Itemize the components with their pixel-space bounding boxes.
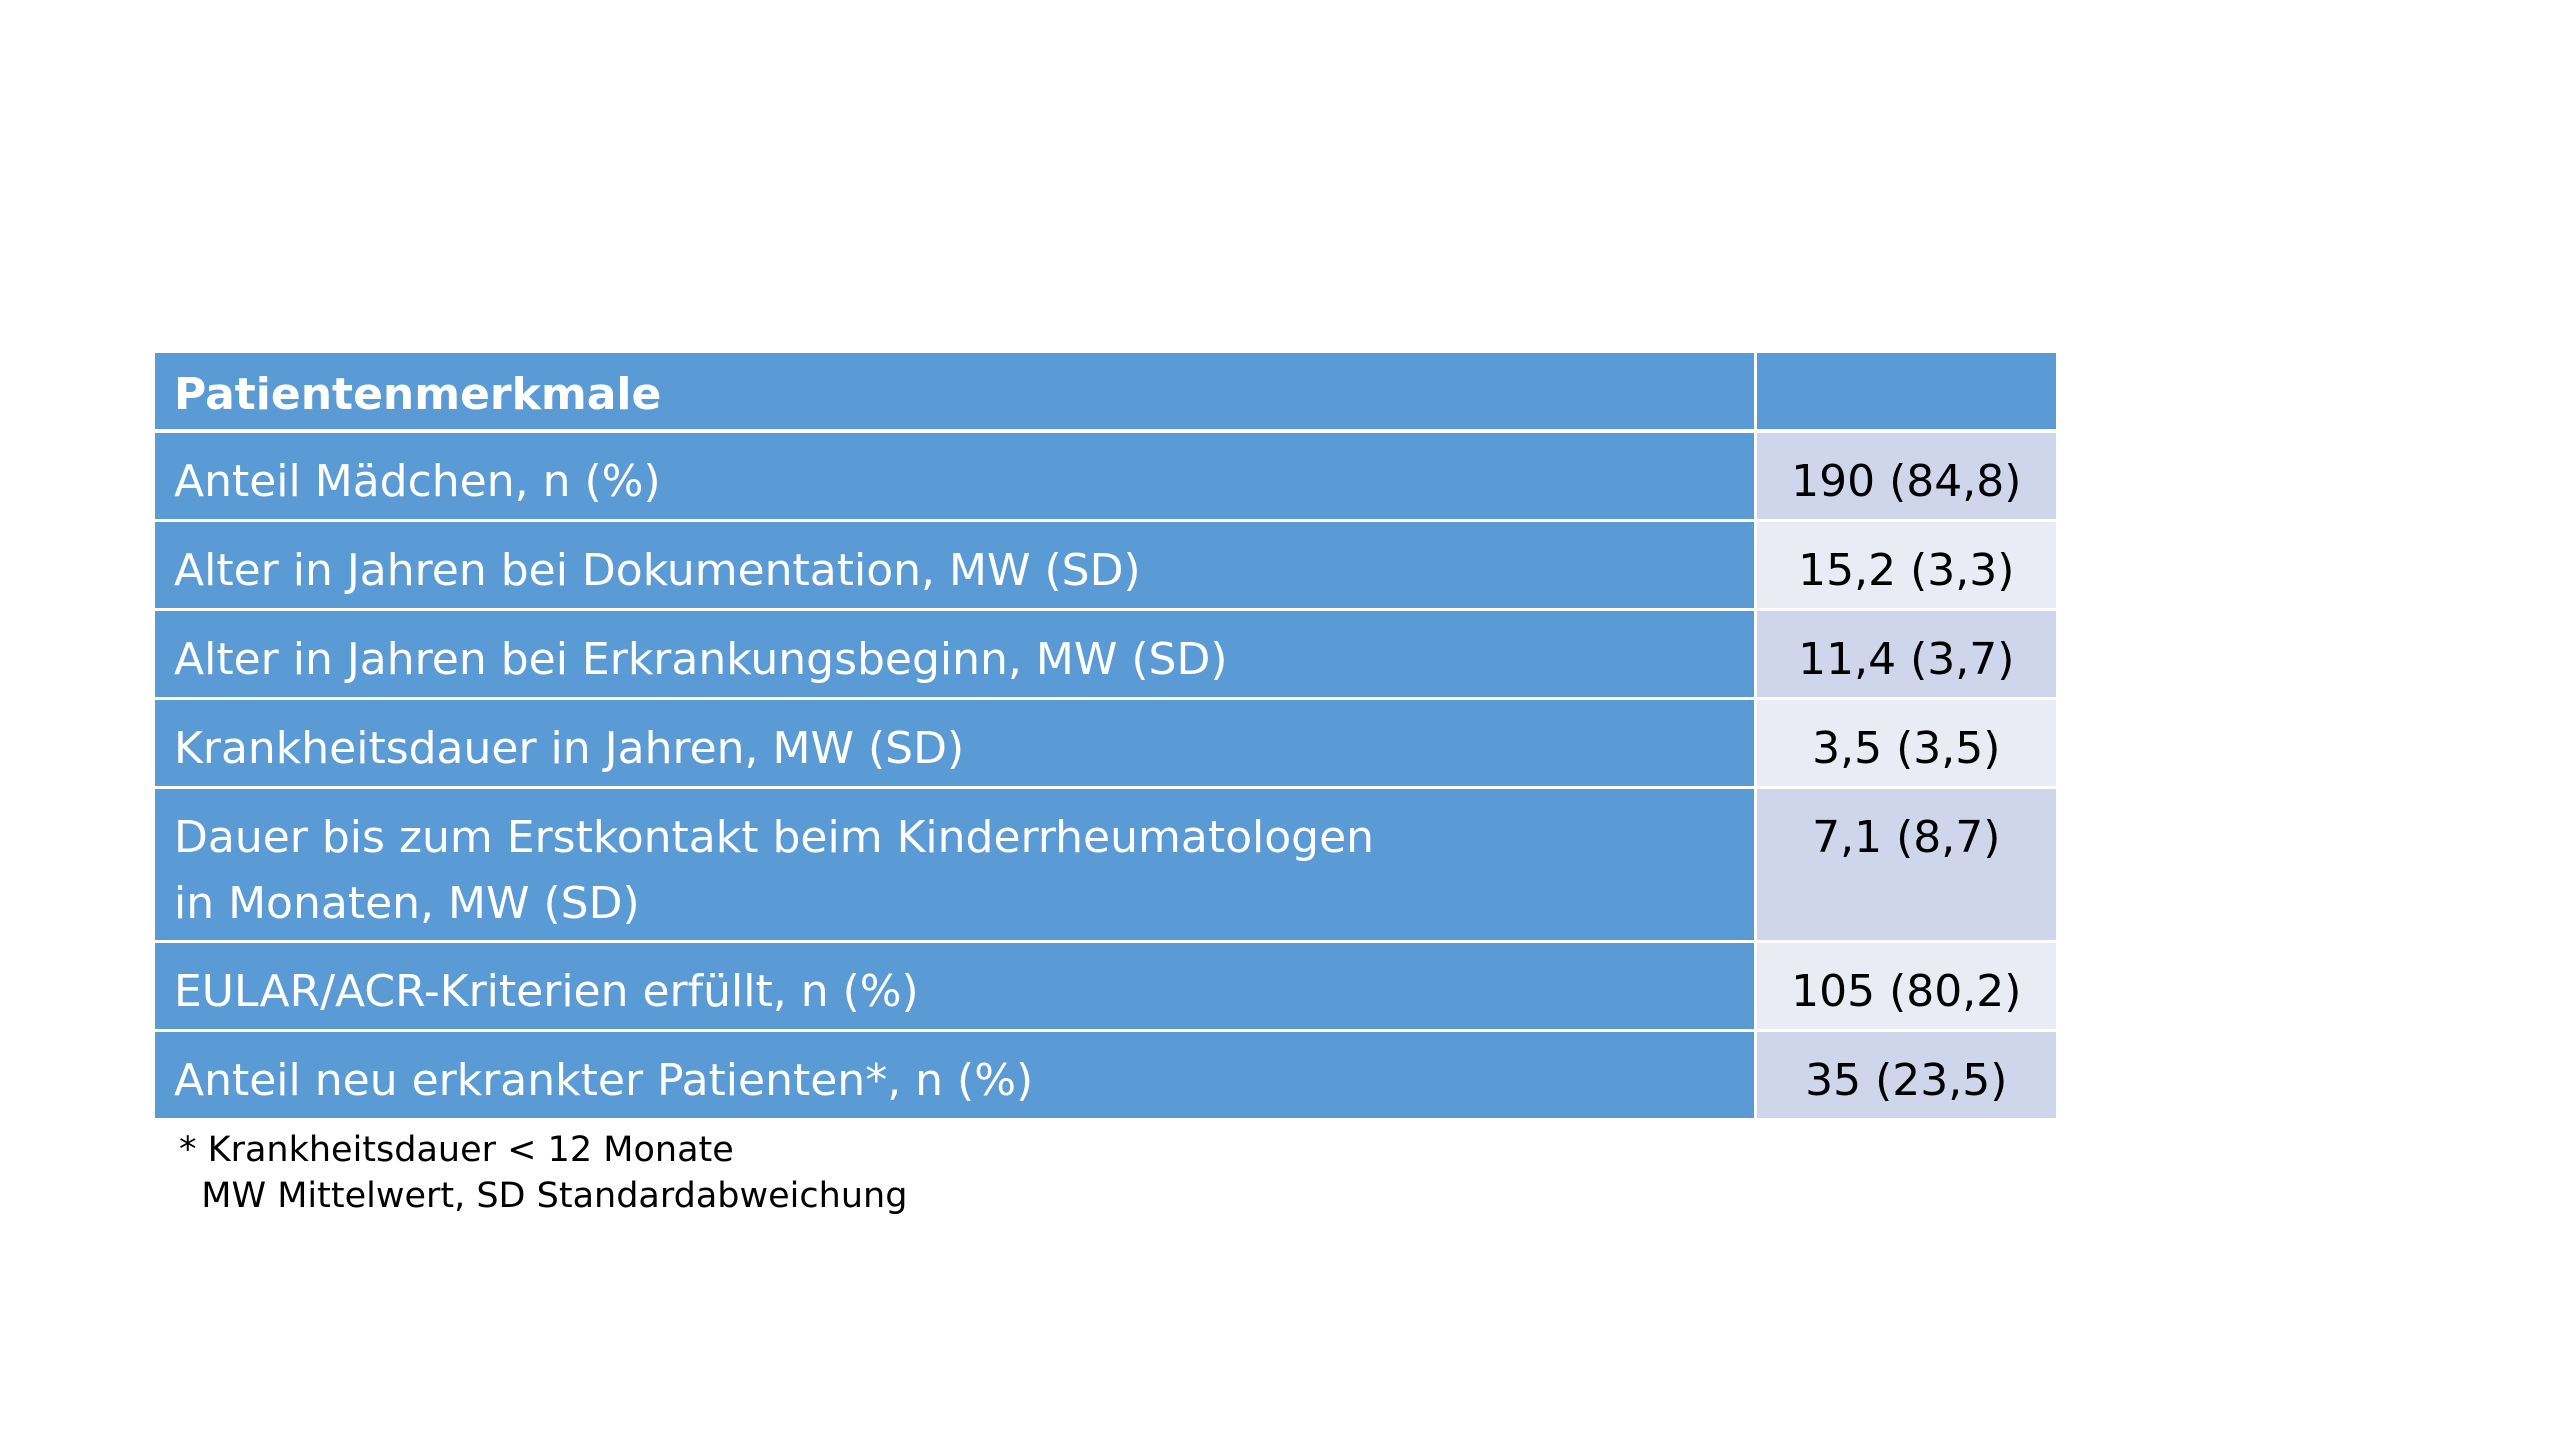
row-label-cell: Anteil Mädchen, n (%) [155, 429, 1757, 521]
row-label-cell: EULAR/ACR-Kriterien erfüllt, n (%) [155, 940, 1757, 1031]
footnote-line-2: MW Mittelwert, SD Standardabweichung [201, 1176, 908, 1216]
row-value-cell: 11,4 (3,7) [1755, 608, 2056, 699]
patient-characteristics-table-container: Patientenmerkmale Anteil Mädchen, n (%) … [155, 353, 2056, 1118]
table-row: Krankheitsdauer in Jahren, MW (SD) 3,5 (… [155, 697, 2056, 788]
row-value-cell: 3,5 (3,5) [1755, 697, 2056, 788]
row-label-cell: Alter in Jahren bei Dokumentation, MW (S… [155, 519, 1757, 610]
patient-characteristics-table: Patientenmerkmale Anteil Mädchen, n (%) … [155, 353, 2056, 1118]
row-value-cell: 35 (23,5) [1755, 1029, 2056, 1118]
row-label-cell: Dauer bis zum Erstkontakt beim Kinderrhe… [155, 786, 1757, 942]
footnote-line-1: * Krankheitsdauer < 12 Monate [179, 1130, 734, 1170]
row-value-cell: 105 (80,2) [1755, 940, 2056, 1031]
table-header-row: Patientenmerkmale [155, 353, 2056, 433]
row-value-cell: 7,1 (8,7) [1755, 786, 2056, 942]
row-label-cell: Krankheitsdauer in Jahren, MW (SD) [155, 697, 1757, 788]
row-label-cell: Anteil neu erkrankter Patienten*, n (%) [155, 1029, 1757, 1118]
table-row: Alter in Jahren bei Erkrankungsbeginn, M… [155, 608, 2056, 699]
header-value-cell [1755, 353, 2056, 433]
row-value-cell: 190 (84,8) [1755, 429, 2056, 521]
header-label-cell: Patientenmerkmale [155, 353, 1757, 433]
table-footnote: * Krankheitsdauer < 12 Monate MW Mittelw… [179, 1127, 907, 1219]
row-label-line: Dauer bis zum Erstkontakt beim Kinderrhe… [174, 812, 1375, 863]
table-row: Anteil Mädchen, n (%) 190 (84,8) [155, 429, 2056, 521]
table-row: Alter in Jahren bei Dokumentation, MW (S… [155, 519, 2056, 610]
row-label-cell: Alter in Jahren bei Erkrankungsbeginn, M… [155, 608, 1757, 699]
table-row: Dauer bis zum Erstkontakt beim Kinderrhe… [155, 786, 2056, 942]
row-value-cell: 15,2 (3,3) [1755, 519, 2056, 610]
row-label-line: in Monaten, MW (SD) [174, 878, 640, 929]
table-row: EULAR/ACR-Kriterien erfüllt, n (%) 105 (… [155, 940, 2056, 1031]
table-row: Anteil neu erkrankter Patienten*, n (%) … [155, 1029, 2056, 1118]
